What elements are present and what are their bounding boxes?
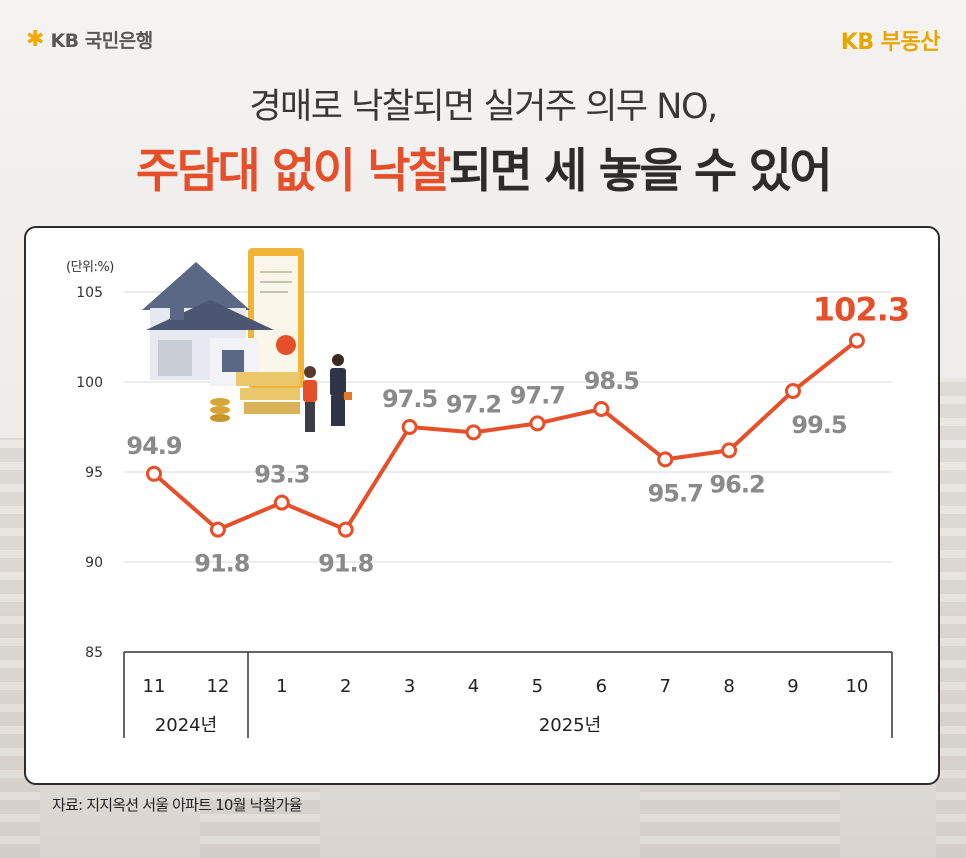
data-label: 98.5 <box>584 367 640 395</box>
data-point <box>785 383 801 399</box>
data-point <box>593 401 610 417</box>
house-contract-handshake-icon <box>142 248 352 432</box>
unit-label: (단위:%) <box>66 260 114 275</box>
x-tick-label: 1 <box>276 676 287 697</box>
kb-star-icon: ✱ <box>26 26 45 52</box>
data-labels: 94.9 91.8 93.3 91.8 97.5 97.2 97.7 98.5 95.7 96.2… <box>126 291 910 578</box>
headline-rest: 되면 세 놓을 수 있어 <box>448 144 833 199</box>
source-note: 자료: 지지옥션 서울 아파트 10월 낙찰가율 <box>52 796 302 814</box>
data-label: 93.3 <box>254 461 309 489</box>
data-point <box>529 415 546 432</box>
data-point <box>848 332 865 349</box>
x-tick-label: 11 <box>143 676 166 697</box>
background-building <box>936 378 966 858</box>
x-tick-label: 7 <box>659 676 670 697</box>
y-tick-label: 100 <box>76 375 103 391</box>
data-label: 102.3 <box>813 291 909 329</box>
kb-realestate-logo: KB 부동산 <box>840 30 941 55</box>
y-tick-label: 90 <box>85 555 103 571</box>
y-tick-label: 95 <box>85 465 103 481</box>
x-tick-label: 12 <box>206 676 229 697</box>
x-tick-labels: 11 12 1 2 3 4 5 6 7 8 9 10 <box>143 676 869 697</box>
background-building <box>640 778 840 858</box>
year-group-label: 2024년 <box>155 715 217 736</box>
year-group-label: 2025년 <box>539 715 601 736</box>
data-point <box>337 521 354 538</box>
headline-line2: 주담대 없이 낙찰되면 세 놓을 수 있어 <box>0 132 966 201</box>
x-tick-label: 4 <box>468 676 479 697</box>
data-point <box>465 424 482 441</box>
headline-line1: 경매로 낙찰되면 실거주 의무 NO, <box>249 87 718 127</box>
data-label: 99.5 <box>791 411 847 439</box>
y-tick-label: 105 <box>76 285 103 301</box>
data-point <box>273 494 290 511</box>
y-tick-label: 85 <box>85 645 103 661</box>
data-label: 91.8 <box>194 550 250 578</box>
data-label: 94.9 <box>126 432 182 460</box>
data-point <box>721 442 738 459</box>
data-label: 97.5 <box>382 385 438 413</box>
background-building <box>200 788 320 858</box>
series-line <box>152 338 859 532</box>
x-tick-label: 2 <box>340 676 351 697</box>
data-label: 97.2 <box>446 390 501 418</box>
x-axis-table <box>123 651 893 738</box>
x-tick-label: 8 <box>723 676 734 697</box>
year-group-labels: 2024년 2025년 <box>155 715 601 736</box>
y-tick-labels: 85 90 95 100 105 <box>76 285 103 661</box>
headline-highlight: 주담대 없이 낙찰 <box>135 144 451 199</box>
kb-kookmin-logo: ✱ KB 국민은행 <box>26 26 153 53</box>
data-label: 91.8 <box>318 550 374 578</box>
data-label: 97.7 <box>510 381 565 409</box>
data-point <box>657 451 674 468</box>
data-point <box>401 419 418 435</box>
x-tick-label: 3 <box>404 676 415 697</box>
x-tick-label: 10 <box>845 676 868 697</box>
x-tick-label: 9 <box>787 676 798 697</box>
data-label: 96.2 <box>709 470 764 498</box>
brand-left-label: KB 국민은행 <box>50 30 153 52</box>
data-point <box>209 521 226 538</box>
data-point <box>146 465 162 482</box>
x-tick-label: 6 <box>596 676 607 697</box>
data-points <box>146 332 865 538</box>
data-label: 95.7 <box>648 479 703 507</box>
x-tick-label: 5 <box>532 676 543 697</box>
